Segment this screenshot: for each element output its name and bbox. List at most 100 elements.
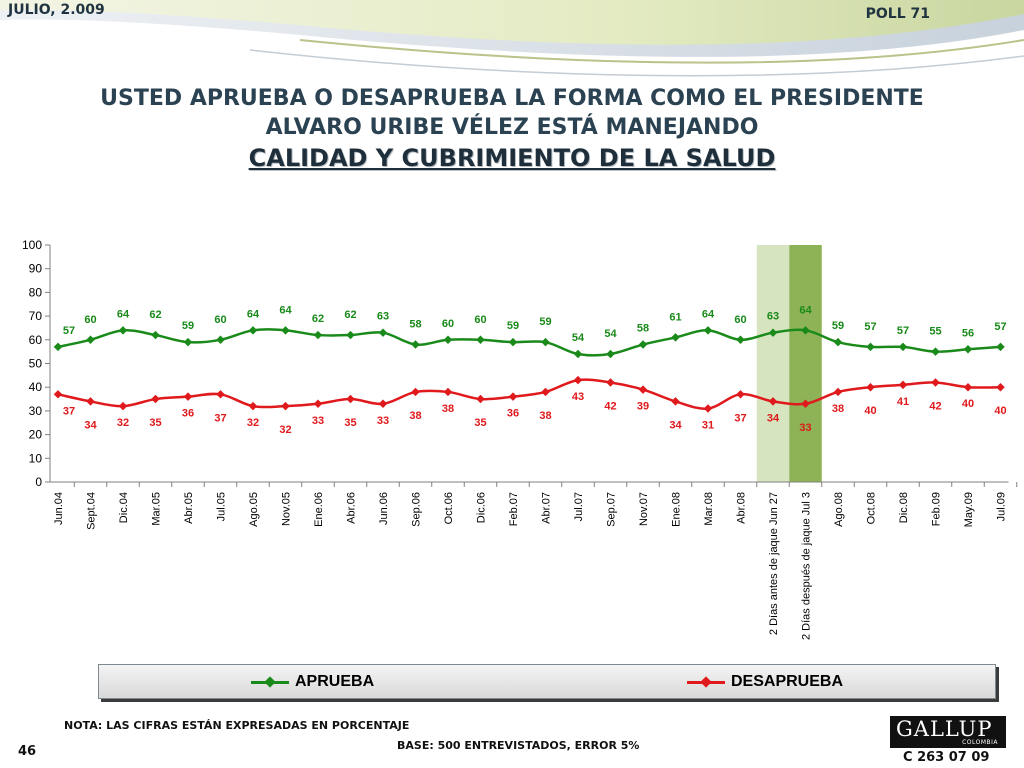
- data-label-aprueba: 57: [994, 321, 1006, 333]
- x-tick-label: Abr.08: [736, 492, 748, 524]
- data-label-desaprueba: 35: [344, 417, 356, 429]
- title-line-3: CALIDAD Y CUBRIMIENTO DE LA SALUD: [248, 144, 776, 172]
- legend-item-desaprueba[interactable]: DESAPRUEBA: [687, 672, 843, 692]
- data-label-desaprueba: 41: [897, 396, 909, 408]
- page-number: 46: [18, 744, 37, 759]
- x-tick-label: Nov.05: [281, 492, 293, 526]
- title-line-1: USTED APRUEBA O DESAPRUEBA LA FORMA COMO…: [100, 86, 924, 111]
- data-label-aprueba: 59: [832, 320, 844, 332]
- data-label-desaprueba: 38: [409, 410, 421, 422]
- data-point-aprueba: [53, 342, 63, 352]
- data-label-aprueba: 60: [442, 318, 454, 330]
- y-tick-label: 90: [29, 262, 43, 276]
- data-label-aprueba: 59: [182, 320, 194, 332]
- data-point-aprueba: [898, 342, 908, 352]
- data-point-desaprueba: [86, 397, 95, 406]
- logo-text: GALLUP: [896, 717, 993, 741]
- data-point-aprueba: [508, 337, 518, 347]
- x-tick-label: Jul.05: [216, 492, 228, 521]
- data-point-aprueba: [736, 335, 745, 345]
- x-tick-label: Abr.06: [346, 492, 358, 524]
- data-label-aprueba: 63: [377, 311, 389, 323]
- title-line-2: ALVARO URIBE VÉLEZ ESTÁ MANEJANDO: [265, 115, 759, 140]
- data-label-desaprueba: 31: [702, 420, 714, 432]
- footnote: NOTA: LAS CIFRAS ESTÁN EXPRESADAS EN POR…: [64, 719, 410, 732]
- header-date: JULIO, 2.009: [8, 2, 105, 18]
- data-point-desaprueba: [53, 390, 63, 399]
- data-point-aprueba: [573, 349, 583, 359]
- x-tick-label: Oct.08: [866, 492, 878, 524]
- data-label-desaprueba: 36: [507, 408, 519, 420]
- gallup-logo: GALLUP COLOMBIA: [890, 716, 1006, 748]
- y-tick-label: 20: [29, 428, 43, 442]
- data-label-aprueba: 62: [149, 309, 161, 321]
- data-label-desaprueba: 32: [247, 417, 259, 429]
- legend-item-aprueba[interactable]: APRUEBA: [251, 672, 374, 692]
- legend-label-aprueba: APRUEBA: [295, 673, 375, 690]
- data-point-aprueba: [768, 328, 778, 337]
- data-point-aprueba: [313, 330, 323, 340]
- data-point-desaprueba: [378, 399, 388, 409]
- data-label-desaprueba: 32: [279, 424, 291, 436]
- data-label-desaprueba: 37: [63, 405, 75, 417]
- data-label-desaprueba: 34: [669, 419, 682, 431]
- data-label-desaprueba: 38: [442, 403, 454, 415]
- x-tick-label: Sept.04: [86, 492, 98, 530]
- x-tick-label: Feb.07: [508, 492, 520, 526]
- data-point-desaprueba: [573, 375, 583, 385]
- data-point-aprueba: [346, 330, 355, 340]
- data-point-aprueba: [248, 326, 258, 335]
- data-point-aprueba: [996, 342, 1005, 352]
- data-point-desaprueba: [931, 378, 940, 387]
- data-point-aprueba: [801, 326, 810, 335]
- report-code: C 263 07 09: [903, 750, 990, 765]
- data-label-desaprueba: 37: [214, 412, 226, 424]
- data-label-aprueba: 57: [864, 321, 876, 333]
- data-point-desaprueba: [508, 392, 518, 401]
- data-point-desaprueba: [443, 387, 453, 397]
- data-point-desaprueba: [638, 385, 648, 394]
- y-tick-label: 60: [29, 333, 43, 347]
- data-label-aprueba: 60: [84, 314, 96, 326]
- data-label-aprueba: 59: [539, 316, 551, 328]
- legend-swatch-aprueba: [251, 672, 289, 692]
- data-label-desaprueba: 35: [149, 417, 161, 429]
- data-point-aprueba: [151, 330, 160, 340]
- x-tick-label: Ago.08: [833, 492, 845, 527]
- data-label-aprueba: 56: [962, 327, 974, 339]
- x-tick-label: Dic.04: [118, 492, 130, 523]
- data-point-desaprueba: [768, 397, 778, 406]
- data-label-desaprueba: 40: [994, 405, 1006, 417]
- data-label-desaprueba: 39: [637, 401, 649, 413]
- x-tick-label: Sep.07: [606, 492, 618, 527]
- data-label-aprueba: 58: [409, 319, 421, 331]
- data-point-desaprueba: [248, 401, 258, 411]
- data-point-aprueba: [378, 328, 388, 337]
- data-point-aprueba: [833, 337, 843, 347]
- data-label-desaprueba: 32: [117, 417, 129, 429]
- data-point-aprueba: [638, 340, 648, 349]
- data-point-desaprueba: [183, 392, 193, 401]
- x-tick-label: Ene.06: [313, 492, 325, 527]
- data-label-aprueba: 64: [279, 304, 292, 316]
- data-label-aprueba: 64: [702, 308, 715, 320]
- data-label-desaprueba: 34: [767, 412, 780, 424]
- x-tick-label: Sep.06: [411, 492, 423, 527]
- data-label-aprueba: 62: [312, 313, 324, 325]
- data-point-aprueba: [86, 335, 95, 345]
- x-tick-label: Dic.06: [476, 492, 488, 523]
- data-point-desaprueba: [541, 387, 550, 397]
- series-line-aprueba: [57, 328, 1001, 357]
- data-point-desaprueba: [346, 394, 355, 404]
- sample-base: BASE: 500 ENTREVISTADOS, ERROR 5%: [397, 739, 640, 752]
- x-tick-label: Abr.05: [183, 492, 195, 524]
- data-point-aprueba: [476, 335, 485, 345]
- data-point-aprueba: [671, 333, 680, 342]
- x-tick-label: Jul.09: [996, 492, 1008, 521]
- data-label-desaprueba: 33: [799, 422, 811, 434]
- data-point-aprueba: [443, 335, 453, 345]
- data-label-aprueba: 60: [214, 314, 226, 326]
- x-tick-label: Ene.08: [671, 492, 683, 527]
